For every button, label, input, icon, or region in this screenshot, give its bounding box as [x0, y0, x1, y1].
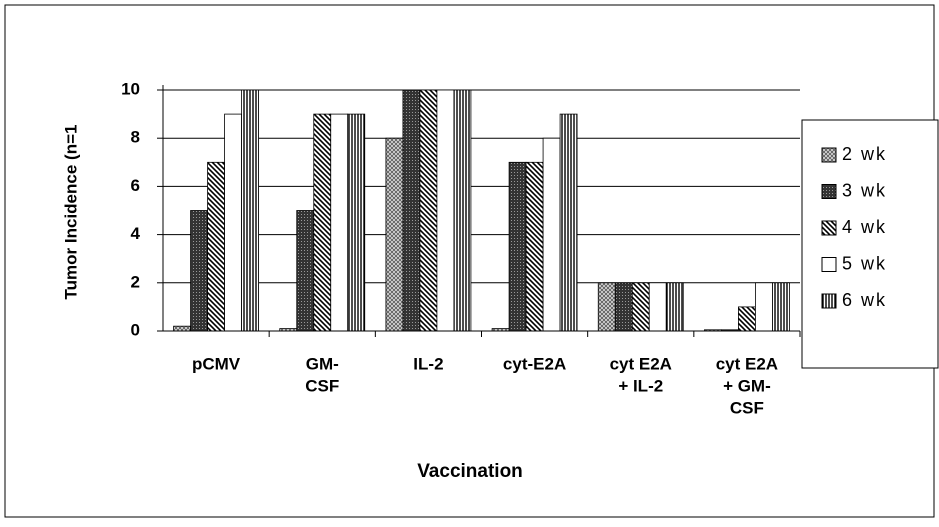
x-tick-label: cyt-E2A: [503, 354, 566, 373]
bar: [385, 137, 404, 332]
legend-swatch: [821, 220, 837, 236]
bar: [313, 113, 332, 332]
y-tick-label: 0: [131, 320, 140, 339]
bar: [330, 113, 349, 332]
bar: [614, 282, 633, 332]
x-axis-label: Vaccination: [417, 461, 523, 482]
y-tick-label: 8: [131, 128, 140, 147]
bar: [772, 282, 790, 332]
legend-swatch: [821, 293, 837, 309]
bar: [207, 161, 225, 332]
x-tick-label: + IL-2: [618, 376, 663, 395]
x-tick-label: GM-: [306, 354, 339, 373]
bar: [542, 137, 561, 332]
bar: [738, 306, 756, 332]
bar: [597, 282, 616, 332]
x-tick-label: CSF: [305, 376, 339, 395]
bar: [755, 282, 773, 332]
y-tick-label: 2: [131, 272, 140, 291]
bar: [453, 89, 472, 332]
x-tick-label: pCMV: [192, 354, 241, 373]
legend-swatch: [821, 184, 837, 199]
x-tick-label: + GM-: [723, 376, 771, 395]
bar: [648, 282, 667, 332]
bar: [224, 113, 242, 332]
bar: [402, 89, 421, 332]
y-tick-label: 10: [121, 79, 140, 98]
legend-label: 4 wk: [842, 217, 887, 237]
legend-label: 2 wk: [842, 144, 887, 164]
y-tick-label: 4: [131, 224, 141, 243]
x-tick-label: cyt E2A: [716, 354, 778, 373]
x-tick-label: cyt E2A: [610, 354, 672, 373]
bar: [419, 89, 438, 332]
bar: [436, 89, 455, 332]
bar: [190, 210, 208, 332]
legend-label: 6 wk: [842, 290, 887, 310]
y-axis-label: Tumor Incidence (n=1: [61, 125, 80, 300]
x-tick-label: IL-2: [413, 354, 443, 373]
legend-swatch: [821, 257, 837, 272]
bar: [508, 161, 527, 332]
bar: [525, 161, 544, 332]
bar: [665, 282, 684, 332]
bar: [631, 282, 650, 332]
x-tick-label: CSF: [730, 398, 764, 417]
bar: [347, 113, 366, 332]
legend-label: 3 wk: [842, 180, 887, 200]
legend-swatch: [821, 147, 837, 163]
y-tick-label: 6: [131, 176, 140, 195]
bar: [241, 89, 259, 332]
bar: [173, 325, 191, 332]
bar: [559, 113, 578, 332]
legend-label: 5 wk: [842, 253, 887, 273]
bar: [296, 210, 315, 332]
